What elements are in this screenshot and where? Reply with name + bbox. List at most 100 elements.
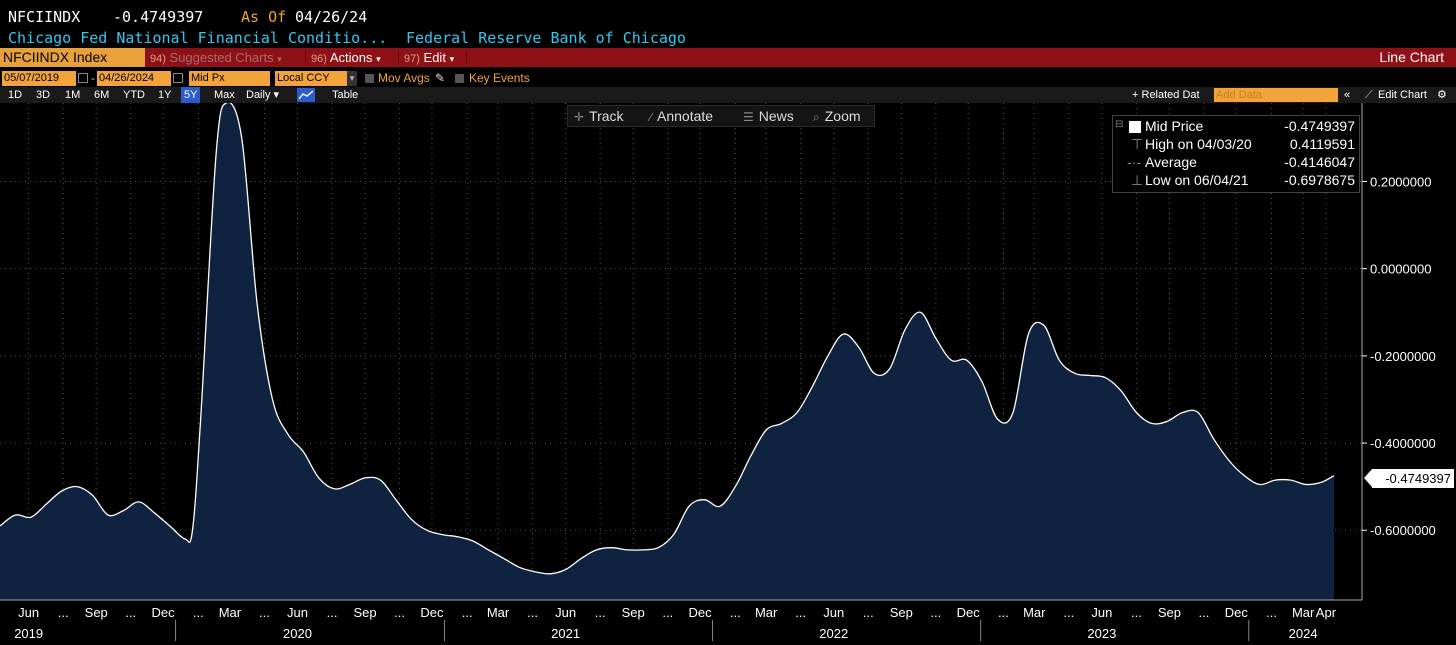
ticker-symbol: NFCIINDX — [8, 8, 81, 26]
x-axis: Jun... Sep... Dec... Mar... Jun... Sep... Dec.… — [0, 599, 1362, 645]
calendar-icon[interactable] — [78, 73, 88, 83]
x-month-label: Jun — [18, 605, 39, 620]
source-name: Federal Reserve Bank of Chicago — [406, 29, 686, 47]
x-year-label: 2020 — [283, 626, 312, 641]
chevron-down-icon: ▾ — [277, 54, 282, 64]
x-month-label: Dec — [420, 605, 444, 620]
legend-avg-value: -0.4146047 — [1284, 154, 1355, 170]
x-month-label: ... — [1131, 605, 1142, 620]
function-bar: NFCIINDX Index 94) Suggested Charts ▾ 96… — [0, 48, 1456, 67]
x-month-label: ... — [998, 605, 1009, 620]
x-axis-band — [0, 601, 1362, 645]
legend-series-name: Mid Price — [1145, 118, 1204, 134]
table-button[interactable]: Table — [332, 89, 359, 101]
edit-label: Edit — [423, 50, 446, 65]
x-month-label: Mar — [219, 605, 242, 620]
x-month-label: ... — [394, 605, 405, 620]
x-month-label: Jun — [287, 605, 308, 620]
start-date-input[interactable]: 05/07/2019 — [2, 71, 76, 86]
y-tick-label: -0.2000000 — [1370, 349, 1436, 364]
x-month-label: ... — [795, 605, 806, 620]
frequency-select[interactable]: Daily ▾ — [246, 87, 279, 103]
price-chart[interactable]: 0.2000000 0.0000000 -0.2000000 -0.4000000 -0… — [0, 103, 1456, 645]
divider — [466, 50, 467, 65]
x-year-label: 2021 — [551, 626, 580, 641]
suggested-label: Suggested Charts — [169, 50, 274, 65]
legend-low-label: Low on 06/04/21 — [1145, 172, 1249, 188]
actions-button[interactable]: 96) Actions ▾ — [311, 48, 381, 67]
annotate-label: Annotate — [657, 108, 714, 124]
related-data-button[interactable]: + Related Dat — [1132, 87, 1200, 103]
x-month-label: Dec — [688, 605, 712, 620]
period-ytd[interactable]: YTD — [123, 89, 145, 101]
x-month-label: ... — [527, 605, 538, 620]
x-month-label: Sep — [85, 605, 108, 620]
mov-avgs-checkbox[interactable] — [365, 74, 374, 83]
related-data-label: Related Dat — [1141, 89, 1200, 101]
suggested-charts-button[interactable]: 94) Suggested Charts ▾ — [150, 48, 282, 67]
mov-avgs-label: Mov Avgs — [378, 71, 430, 85]
period-1y[interactable]: 1Y — [158, 89, 172, 101]
x-month-label: ... — [595, 605, 606, 620]
pencil-icon[interactable]: ✎ — [435, 71, 446, 85]
y-axis: 0.2000000 0.0000000 -0.2000000 -0.4000000 -0… — [1361, 103, 1436, 600]
x-month-label: ... — [662, 605, 673, 620]
chart-type-label: Line Chart — [1379, 49, 1444, 65]
period-3d[interactable]: 3D — [36, 89, 51, 101]
x-month-label: ... — [193, 605, 204, 620]
key-events-label: Key Events — [469, 71, 530, 85]
add-data-input[interactable]: Add Data — [1214, 88, 1338, 102]
high-icon: ⊤ — [1131, 136, 1144, 152]
x-month-label: Mar — [1292, 605, 1315, 620]
legend-high-value: 0.4119591 — [1289, 136, 1355, 152]
long-name: Chicago Fed National Financial Conditio.… — [8, 29, 388, 47]
x-month-label: Sep — [1158, 605, 1181, 620]
chevron-down-icon: ▾ — [376, 54, 381, 64]
end-date-input[interactable]: 04/26/2024 — [97, 71, 171, 86]
gear-icon[interactable]: ⚙ — [1437, 89, 1447, 101]
security-description: Chicago Fed National Financial Conditio.… — [0, 29, 1456, 47]
x-month-label: ... — [462, 605, 473, 620]
key-events-checkbox[interactable] — [455, 74, 464, 83]
track-button[interactable]: ✛ Track — [574, 106, 624, 127]
legend-series-value: -0.4749397 — [1284, 118, 1355, 134]
pencil-icon[interactable]: ⟋ — [1365, 89, 1373, 101]
news-label: News — [758, 108, 794, 124]
y-tick-label: -0.6000000 — [1370, 523, 1436, 538]
average-icon: -·- — [1127, 154, 1141, 170]
collapse-icon[interactable]: « — [1344, 89, 1351, 101]
x-year-label: 2023 — [1087, 626, 1116, 641]
chevron-down-icon: ▾ — [449, 54, 455, 64]
chevron-down-icon: ▾ — [273, 89, 280, 101]
actions-label: Actions — [329, 50, 373, 65]
period-5y[interactable]: 5Y — [181, 87, 201, 103]
zoom-button[interactable]: ⌕ Zoom — [813, 106, 861, 127]
period-max[interactable]: Max — [214, 89, 235, 101]
chart-controls: 05/07/2019 - 04/26/2024 Mid Px Local CCY… — [0, 71, 1456, 87]
chevron-down-icon[interactable]: ▾ — [347, 71, 357, 86]
suggested-num: 94) — [150, 53, 166, 65]
plus-icon: + — [1132, 89, 1139, 101]
line-chart-icon[interactable] — [297, 88, 315, 102]
y-tick-label: -0.4000000 — [1370, 436, 1436, 451]
edit-button[interactable]: 97) Edit ▾ — [404, 48, 454, 67]
crosshair-icon: ✛ — [574, 110, 585, 124]
x-month-label: ... — [730, 605, 741, 620]
period-1m[interactable]: 1M — [65, 89, 81, 101]
period-1d[interactable]: 1D — [8, 89, 23, 101]
x-month-label: Mar — [755, 605, 778, 620]
as-of-date: 04/26/24 — [295, 8, 368, 26]
legend-low-value: -0.6978675 — [1284, 172, 1355, 188]
price-field-select[interactable]: Mid Px — [189, 71, 270, 86]
x-month-label: Mar — [487, 605, 510, 620]
legend-high-label: High on 04/03/20 — [1145, 136, 1252, 152]
news-button[interactable]: ☰ News — [743, 106, 794, 127]
currency-select[interactable]: Local CCY — [275, 71, 347, 86]
annotate-icon: ∕ — [650, 110, 653, 124]
period-6m[interactable]: 6M — [94, 89, 110, 101]
edit-chart-button[interactable]: Edit Chart — [1378, 89, 1427, 101]
x-month-label: Sep — [890, 605, 913, 620]
calendar-icon[interactable] — [173, 73, 183, 83]
annotate-button[interactable]: ∕ Annotate — [650, 106, 713, 127]
security-input[interactable]: NFCIINDX Index — [0, 48, 145, 67]
